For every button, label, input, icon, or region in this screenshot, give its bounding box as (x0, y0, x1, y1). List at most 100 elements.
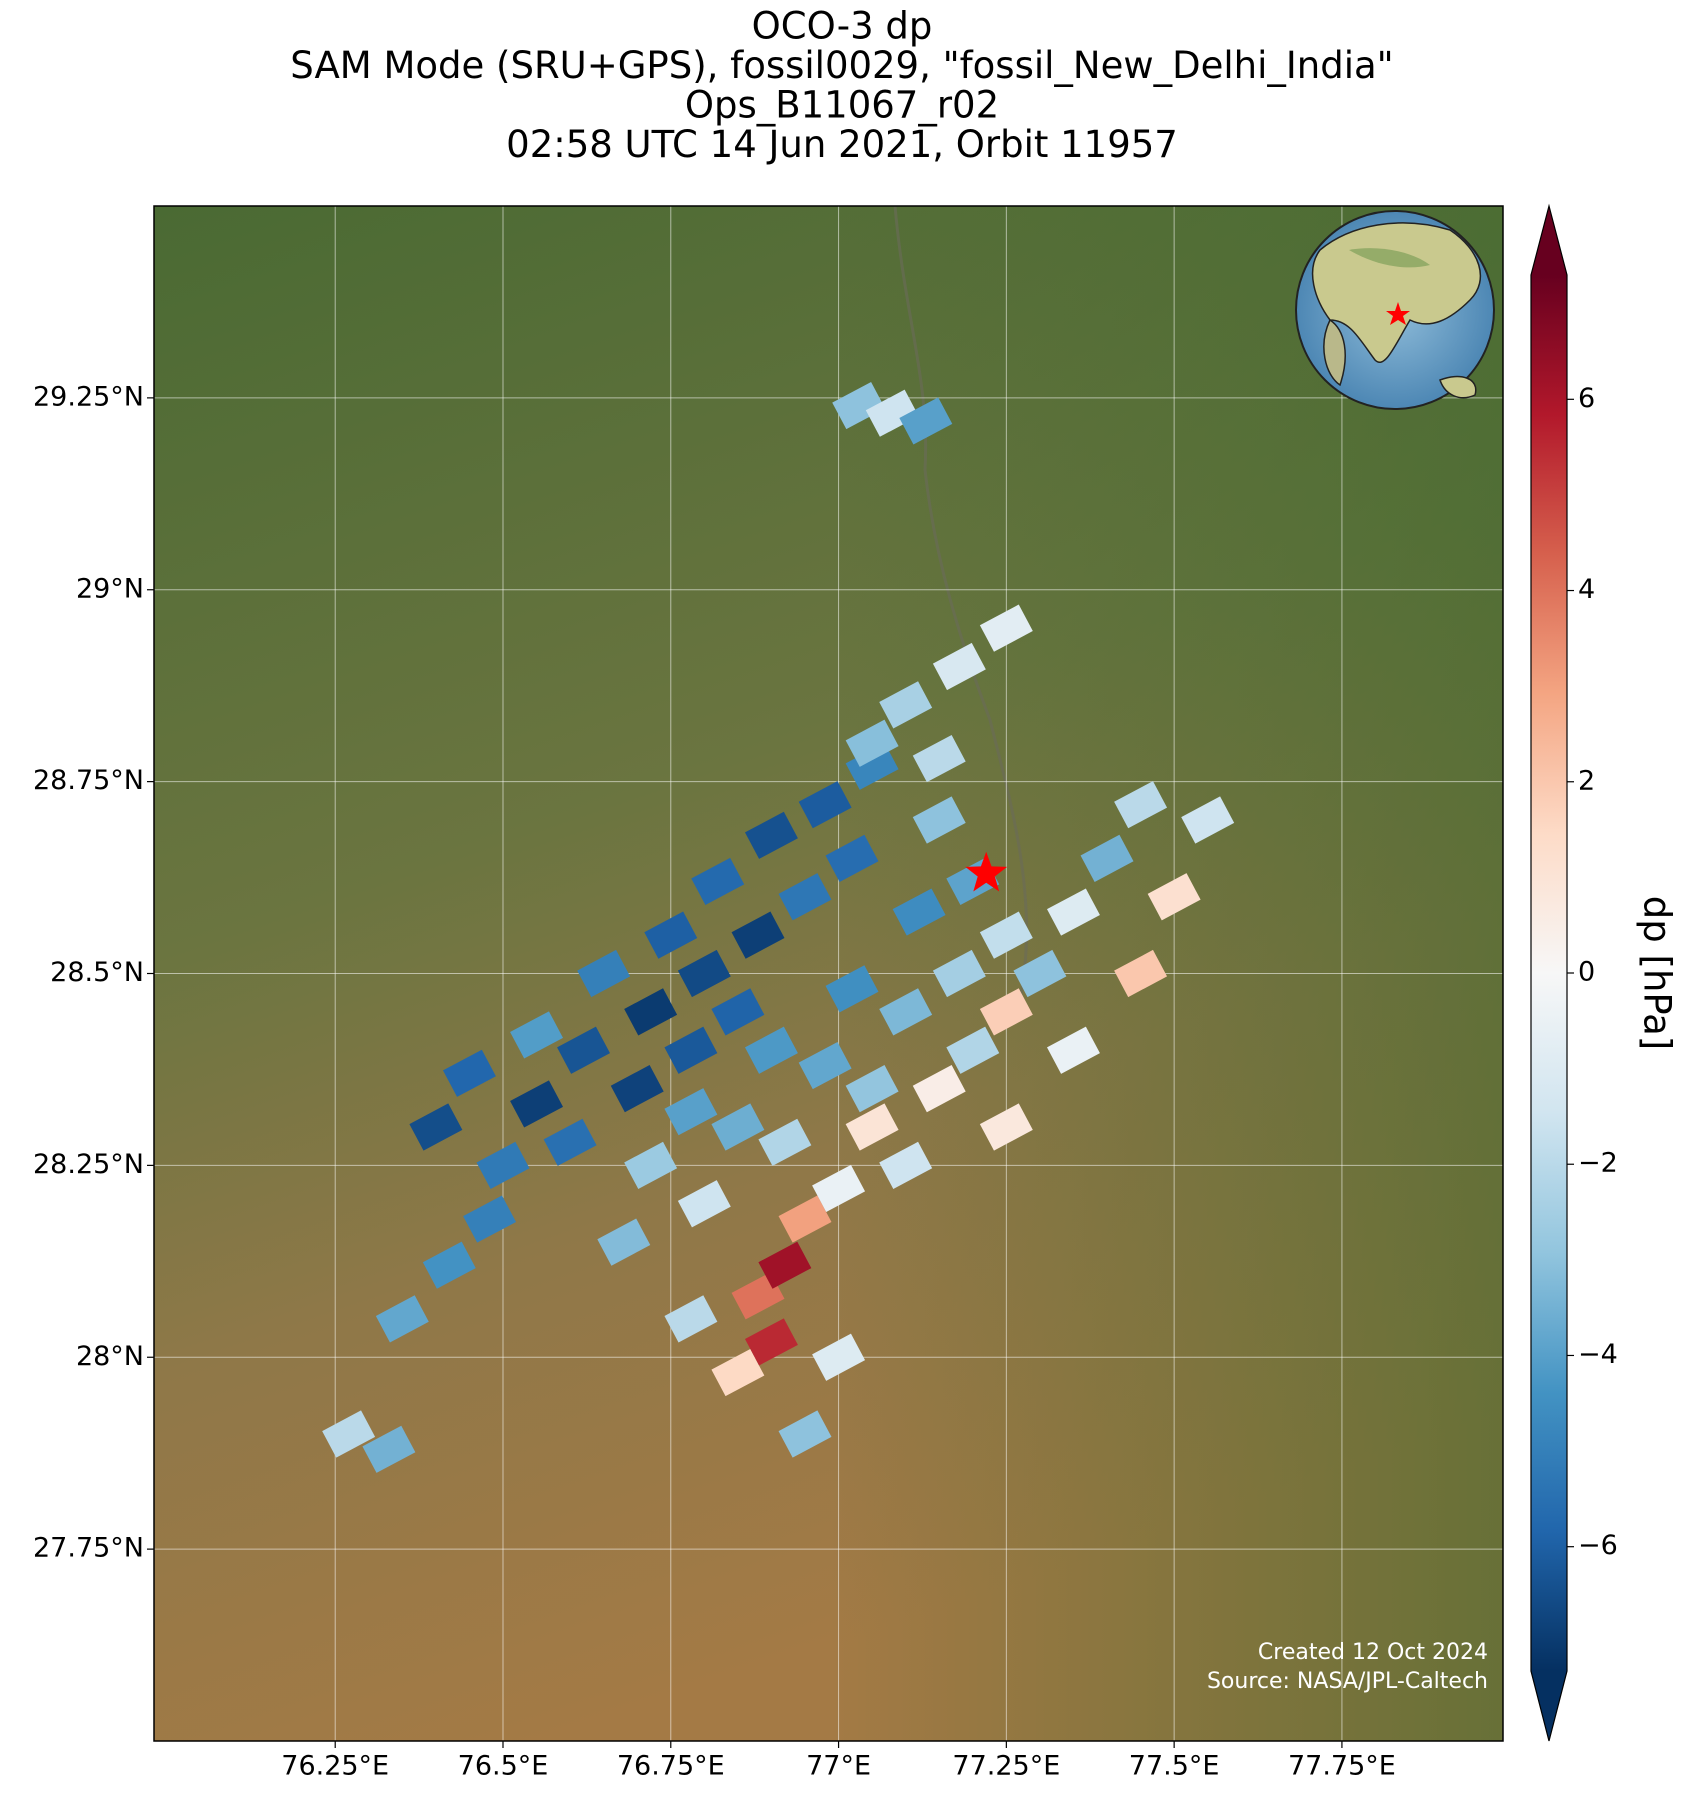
sounding-cell (577, 949, 631, 998)
sounding-cell (664, 1026, 718, 1074)
y-tick-label: 29°N (76, 573, 144, 604)
globe-land (1439, 375, 1477, 399)
x-tick-label: 77°E (806, 1751, 871, 1782)
sounding-cell (758, 1241, 812, 1289)
sounding-cell (979, 604, 1033, 652)
sounding-cell (778, 873, 832, 921)
sounding-cell (879, 1141, 933, 1189)
sounding-cell (845, 1065, 899, 1113)
colorbar-tick-label: −4 (1578, 1339, 1618, 1370)
sounding-cell (624, 1141, 678, 1189)
sounding-cell (1147, 873, 1201, 921)
sounding-cell (845, 719, 899, 767)
sounding-cell (543, 1118, 597, 1166)
sounding-cell (932, 949, 986, 998)
sounding-cell (879, 681, 933, 729)
sounding-cell (711, 1349, 765, 1397)
sounding-cell (744, 1026, 798, 1074)
site (965, 851, 1008, 892)
colorbar-tick-label: −2 (1578, 1148, 1618, 1179)
target-site (965, 851, 1008, 892)
sounding-cell (644, 911, 698, 959)
sounding-cell (912, 796, 966, 844)
sounding-cell (979, 911, 1033, 959)
sounding-cell (597, 1218, 651, 1266)
sounding-cell (744, 811, 798, 859)
colorbar: −6 −4 −2 0 2 4 6 dp [hPa] (1530, 203, 1679, 1742)
sounding-cell (1114, 781, 1168, 829)
credit-text: Source: NASA/JPL-Caltech (1207, 1669, 1488, 1694)
chart-title: OCO-3 dp (752, 5, 933, 48)
x-tick-label: 77.25°E (952, 1751, 1060, 1782)
sounding-cell (1181, 796, 1235, 844)
sounding-cell (557, 1026, 610, 1074)
sounding-cell (409, 1103, 463, 1151)
sounding-cell (825, 965, 879, 1013)
x-tick-label: 77.5°E (1129, 1751, 1220, 1782)
sounding-cell (1114, 949, 1168, 998)
globe-marker (1386, 302, 1410, 325)
sounding-cell (778, 1410, 832, 1458)
credits: Created 12 Oct 2024 Source: NASA/JPL-Calt… (1207, 1640, 1488, 1694)
sounding-cell (744, 1318, 798, 1366)
x-tick-label: 76.5°E (458, 1751, 549, 1782)
colorbar-extend-top (1531, 206, 1567, 275)
sounding-cell (1013, 949, 1067, 998)
colorbar-tick-label: 0 (1578, 957, 1595, 988)
sounding-cell (845, 742, 899, 790)
colorbar-scale (1531, 275, 1567, 1671)
sounding-cell (463, 1195, 517, 1243)
sounding-cell (758, 1118, 812, 1166)
sounding-cell (912, 1065, 966, 1113)
sounding-cell (1047, 1026, 1100, 1074)
sounding-cell (677, 1180, 731, 1228)
sounding-cell (812, 1333, 866, 1381)
sounding-cell (1080, 834, 1134, 882)
sounding-cell (510, 1080, 564, 1128)
sounding-cell (778, 1195, 832, 1243)
sounding-cell (691, 857, 745, 905)
sounding-cell (664, 1295, 718, 1343)
x-tick-label: 77.75°E (1288, 1751, 1396, 1782)
sounding-cell (899, 397, 953, 445)
chart-title: 02:58 UTC 14 Jun 2021, Orbit 11957 (506, 123, 1178, 166)
sounding-cell (798, 781, 852, 829)
sounding-cell (825, 834, 879, 882)
sounding-cell (510, 1011, 564, 1059)
x-tick-label: 76.25°E (281, 1751, 389, 1782)
map: Created 12 Oct 2024 Source: NASA/JPL-Calt… (154, 206, 1503, 1741)
y-tick-label: 27.75°N (33, 1533, 144, 1564)
y-tick-label: 28.5°N (50, 957, 144, 988)
sounding-cell (711, 1103, 765, 1151)
sounding-cell (932, 642, 986, 691)
globe-land (1323, 318, 1346, 387)
colorbar-tick-label: 4 (1578, 574, 1595, 605)
colorbar-label: dp [hPa] (1636, 896, 1679, 1050)
sounding-cell (442, 1049, 496, 1097)
cells (322, 381, 1235, 1473)
credit-text: Created 12 Oct 2024 (1258, 1640, 1488, 1665)
sounding-cell (879, 988, 933, 1036)
sounding-cell (677, 949, 731, 998)
colorbar-extend-bottom (1531, 1671, 1567, 1741)
y-tick-label: 28.25°N (33, 1149, 144, 1180)
sounding-cell (1047, 888, 1100, 936)
y-tick-label: 28.75°N (33, 765, 144, 796)
sounding-cell (610, 1065, 664, 1113)
colorbar-frame (1530, 203, 1568, 1742)
globe-land (1349, 248, 1430, 268)
axis-ticks: 76.25°E 76.5°E 76.75°E 77°E 77.25°E 77.5°E 77.… (33, 381, 1396, 1781)
sounding-cell (798, 1042, 852, 1090)
grid (154, 206, 1503, 1741)
sounding-cell (812, 1164, 866, 1212)
sounding-cell (979, 1103, 1033, 1151)
sounding-cell (731, 911, 785, 959)
y-tick-label: 28°N (76, 1341, 144, 1372)
sounding-cell (476, 1141, 530, 1189)
sounding-cell (322, 1410, 376, 1458)
colorbar-tick-label: −6 (1578, 1530, 1618, 1561)
sounding-cell (624, 988, 678, 1036)
sounding-cell (946, 1026, 1000, 1074)
